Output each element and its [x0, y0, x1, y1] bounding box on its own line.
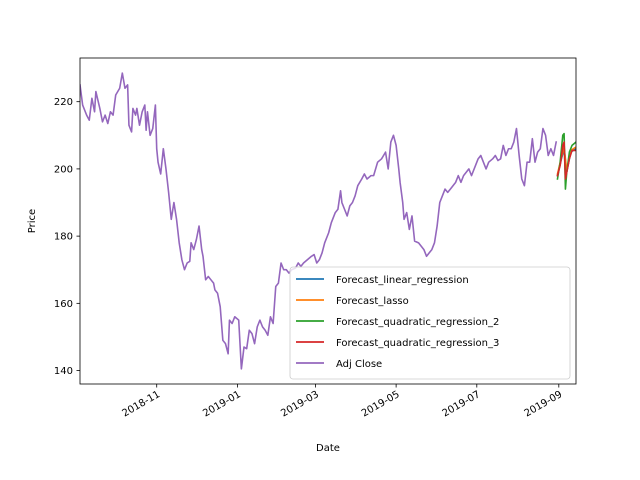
- legend-box: [289, 266, 571, 380]
- y-tick-label: 160: [54, 299, 73, 310]
- legend-entry: Forecast_linear_regression: [336, 275, 469, 286]
- y-axis: 140 160 180 200 220: [54, 97, 80, 377]
- plot-frame: [79, 57, 577, 385]
- y-axis-label: Price: [27, 209, 38, 233]
- y-tick-label: 220: [54, 97, 73, 108]
- series-line-forecast-quadratic-regression-3: [556, 141, 576, 180]
- y-tick-label: 200: [54, 164, 73, 175]
- series-line-adj-close: [80, 72, 558, 370]
- y-tick-label: 140: [54, 366, 73, 377]
- legend-entry: Forecast_lasso: [336, 296, 409, 307]
- series-layer: [80, 72, 576, 370]
- x-axis-label: Date: [316, 443, 340, 454]
- legend: Forecast_linear_regression Forecast_lasso…: [289, 266, 571, 380]
- legend-entry: Forecast_quadratic_regression_2: [336, 317, 499, 328]
- y-tick-label: 180: [54, 232, 73, 243]
- legend-entry: Adj Close: [336, 359, 382, 370]
- legend-entry: Forecast_quadratic_regression_3: [336, 338, 499, 349]
